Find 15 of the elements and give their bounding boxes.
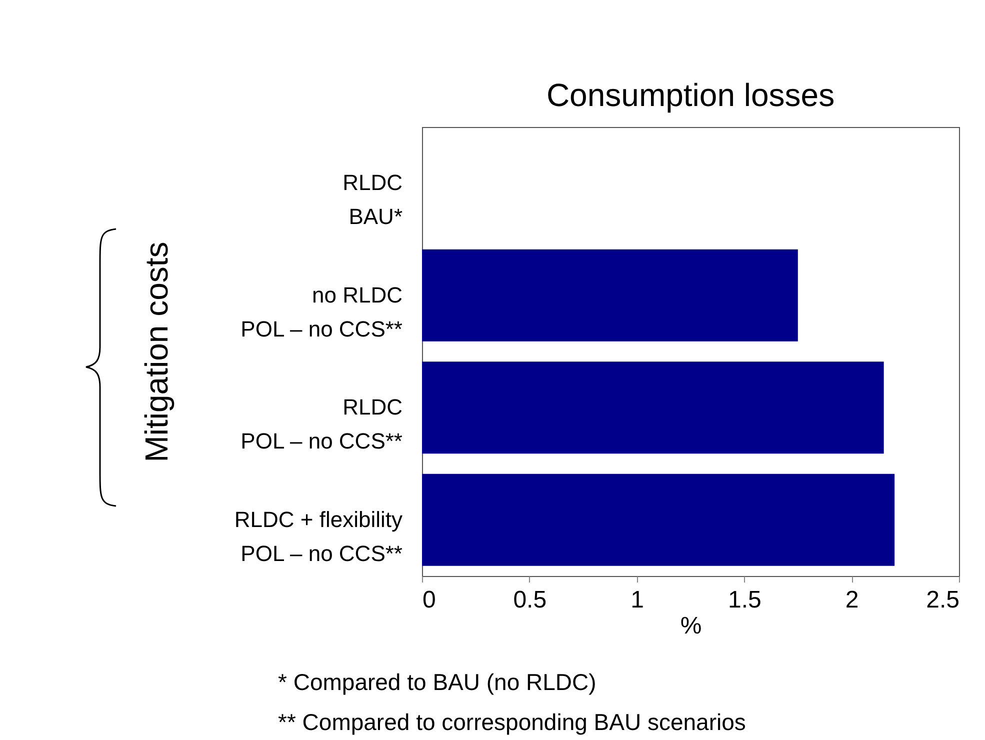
- y-tick-label: no RLDC POL – no CCS**: [240, 282, 403, 342]
- x-tick-label: 2.5: [926, 586, 960, 614]
- y-axis-title: Mitigation costs: [138, 242, 174, 462]
- x-tick-label: 0.5: [513, 586, 547, 614]
- x-tick-label: 0: [422, 586, 436, 614]
- x-axis-title: %: [680, 612, 702, 640]
- x-tick-label: 1.5: [728, 586, 762, 614]
- y-tick-label: RLDC BAU*: [342, 170, 403, 230]
- x-tick-label: 2: [845, 586, 859, 614]
- text: ** Compared to corresponding BAU scenarios: [278, 708, 746, 737]
- y-tick-label: RLDC POL – no CCS**: [240, 394, 403, 454]
- x-tick-label: 1: [630, 586, 644, 614]
- text: * Compared to BAU (no RLDC): [278, 668, 598, 697]
- y-tick-label: RLDC + flexibility POL – no CCS**: [234, 506, 403, 566]
- chart-title: Consumption losses: [546, 77, 835, 113]
